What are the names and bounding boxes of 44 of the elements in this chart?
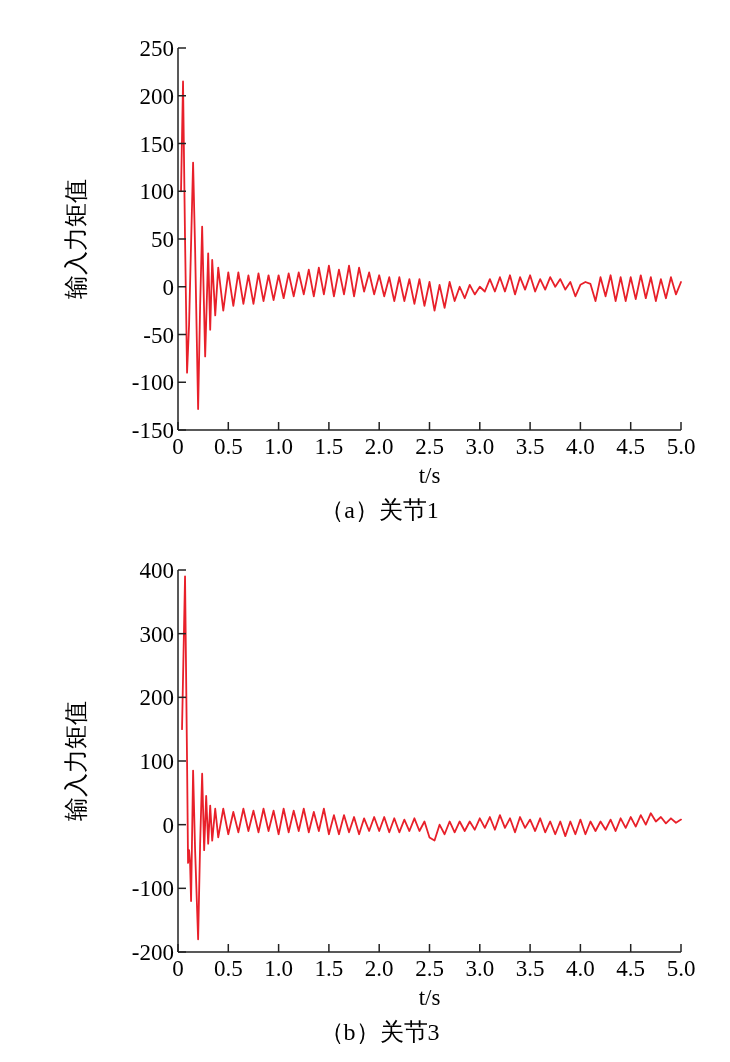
- x-tick-label: 2.5: [415, 434, 444, 459]
- y-axis-title: 输入力矩值: [63, 179, 89, 299]
- x-tick-label: 3.5: [515, 434, 545, 459]
- y-tick-label: 200: [139, 83, 174, 109]
- x-axis-title: t/s: [418, 985, 441, 1010]
- x-tick-label: 4.0: [566, 434, 595, 459]
- x-tick-label: 5.0: [666, 434, 696, 459]
- line-series: [181, 575, 682, 941]
- y-tick-label: -200: [131, 940, 174, 966]
- y-tick-label: 100: [139, 179, 174, 205]
- y-tick-label: 0: [162, 274, 174, 300]
- x-tick-label: 1.5: [314, 434, 344, 459]
- x-tick-label: 0.5: [213, 956, 243, 981]
- x-tick-label: 3.0: [465, 434, 495, 459]
- x-tick-label: 5.0: [666, 956, 696, 981]
- x-tick-label: 0.5: [213, 434, 243, 459]
- y-tick-label: 100: [139, 749, 174, 775]
- x-axis-title: t/s: [418, 463, 441, 488]
- y-tick-label: -50: [143, 322, 174, 348]
- text: （a）关节1: [320, 497, 439, 523]
- x-tick-label: 1.0: [264, 434, 293, 459]
- x-tick-label: 2.5: [415, 956, 444, 981]
- y-tick-label: 200: [139, 685, 174, 711]
- y-tick-label: 50: [151, 227, 174, 253]
- x-tick-label: 2.0: [364, 956, 394, 981]
- line-series: [180, 80, 682, 410]
- x-tick-label: 4.5: [616, 434, 646, 459]
- x-tick-label: 3.5: [515, 956, 545, 981]
- x-tick-label: 1.5: [314, 956, 344, 981]
- y-tick-label: -100: [131, 876, 174, 902]
- y-tick-label: -150: [131, 418, 174, 444]
- y-tick-label: 300: [139, 621, 174, 647]
- y-tick-label: 0: [162, 812, 174, 838]
- y-tick-label: 250: [139, 36, 174, 62]
- y-tick-label: -100: [131, 370, 174, 396]
- x-tick-label: 3.0: [465, 956, 495, 981]
- y-tick-label: 400: [139, 558, 174, 584]
- y-tick-label: 150: [139, 131, 174, 157]
- x-tick-label: 1.0: [264, 956, 293, 981]
- x-tick-label: 4.5: [616, 956, 646, 981]
- x-tick-label: 4.0: [566, 956, 595, 981]
- y-axis-title: 输入力矩值: [63, 701, 89, 821]
- text: （b）关节3: [319, 1019, 440, 1045]
- x-tick-label: 2.0: [364, 434, 394, 459]
